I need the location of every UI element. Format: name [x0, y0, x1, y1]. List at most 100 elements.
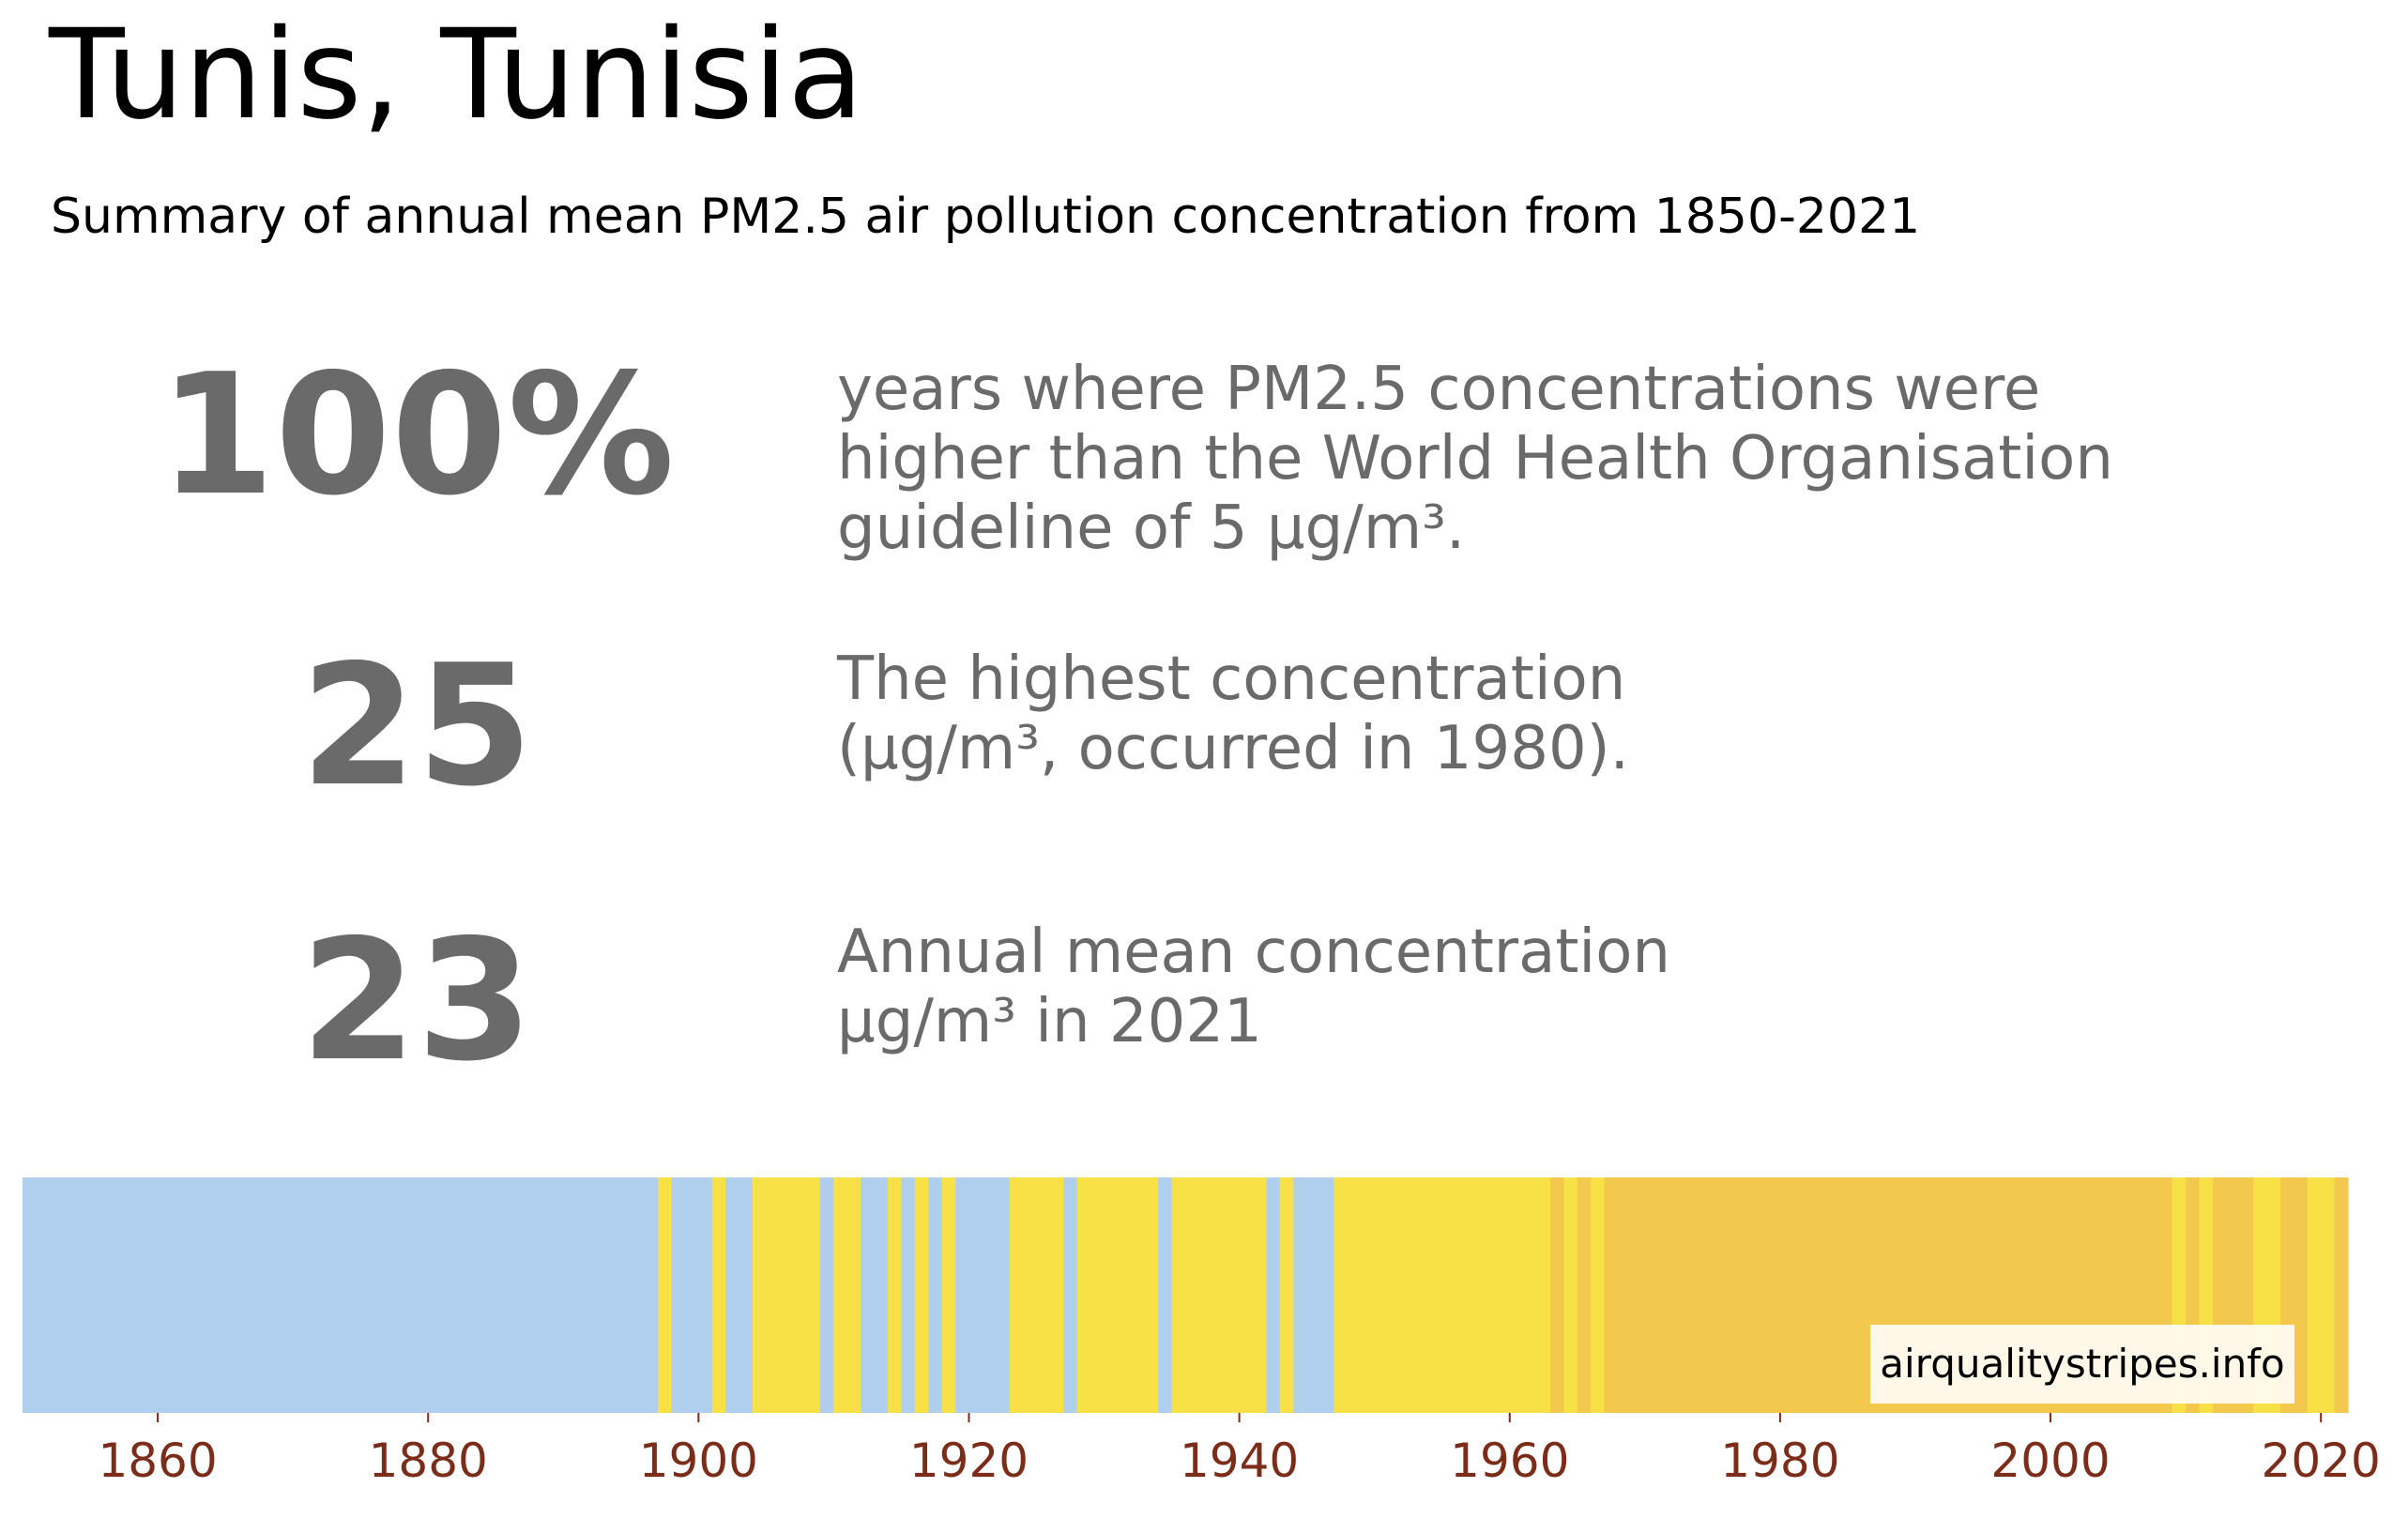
stripe-1980: [1779, 1177, 1794, 1413]
stripe-1974: [1699, 1177, 1714, 1413]
stripe-1874: [346, 1177, 361, 1413]
stripe-1861: [171, 1177, 186, 1413]
stripe-1945: [1306, 1177, 1321, 1413]
stripe-1867: [251, 1177, 267, 1413]
x-tick-label-1920: 1920: [909, 1434, 1029, 1488]
stat-highest-description: The highest concentration (µg/m³, occurr…: [837, 645, 1629, 783]
stripe-1859: [144, 1177, 159, 1413]
stripe-1951: [1388, 1177, 1403, 1413]
stripe-1918: [941, 1177, 956, 1413]
stripe-1981: [1793, 1177, 1808, 1413]
stripe-1902: [725, 1177, 740, 1413]
stripe-1903: [739, 1177, 754, 1413]
stripe-1889: [549, 1177, 564, 1413]
stripe-1952: [1401, 1177, 1416, 1413]
stripe-1866: [238, 1177, 253, 1413]
x-tick-label-1960: 1960: [1450, 1434, 1569, 1488]
stripe-1939: [1226, 1177, 1241, 1413]
stripe-1979: [1766, 1177, 1781, 1413]
stripe-1942: [1266, 1177, 1281, 1413]
stripe-1904: [752, 1177, 767, 1413]
stripe-1915: [901, 1177, 916, 1413]
stripe-1875: [360, 1177, 375, 1413]
x-tick-label-1980: 1980: [1720, 1434, 1839, 1488]
stripe-1928: [1076, 1177, 1091, 1413]
stripe-1871: [306, 1177, 321, 1413]
stripe-1909: [820, 1177, 835, 1413]
credit-text: airqualitystripes.info: [1880, 1341, 2284, 1387]
stripe-1908: [806, 1177, 821, 1413]
stripe-1854: [76, 1177, 91, 1413]
stripe-1852: [49, 1177, 64, 1413]
stripe-1890: [563, 1177, 578, 1413]
stripe-1897: [658, 1177, 673, 1413]
stripe-1953: [1414, 1177, 1429, 1413]
stripe-1850: [23, 1177, 38, 1413]
stripe-1898: [671, 1177, 686, 1413]
page-title: Tunis, Tunisia: [49, 3, 864, 147]
x-tick-label-1880: 1880: [369, 1434, 488, 1488]
stripe-1886: [509, 1177, 524, 1413]
stripe-1933: [1144, 1177, 1159, 1413]
stripe-1925: [1036, 1177, 1051, 1413]
stripe-1912: [861, 1177, 876, 1413]
stripe-1899: [684, 1177, 699, 1413]
stripe-1965: [1577, 1177, 1592, 1413]
stripe-1887: [523, 1177, 538, 1413]
stripe-1914: [888, 1177, 903, 1413]
stripe-1964: [1563, 1177, 1578, 1413]
stat-percent-value: 100%: [159, 338, 675, 532]
stripe-1901: [711, 1177, 726, 1413]
stripe-1892: [590, 1177, 605, 1413]
stripe-1864: [211, 1177, 226, 1413]
stripe-1947: [1334, 1177, 1349, 1413]
stripe-1905: [766, 1177, 781, 1413]
credit-box: [1870, 1325, 2294, 1404]
stripe-1919: [955, 1177, 970, 1413]
stripe-1931: [1117, 1177, 1132, 1413]
stripe-1960: [1509, 1177, 1524, 1413]
stripe-1949: [1361, 1177, 1376, 1413]
stripe-2021: [2334, 1177, 2349, 1413]
stripe-1962: [1536, 1177, 1551, 1413]
stripe-1985: [1847, 1177, 1862, 1413]
stripe-1957: [1469, 1177, 1484, 1413]
x-tick-label-2020: 2020: [2262, 1434, 2381, 1488]
stripe-1932: [1131, 1177, 1146, 1413]
stripe-1880: [428, 1177, 443, 1413]
stripe-1970: [1644, 1177, 1659, 1413]
stripe-1938: [1212, 1177, 1227, 1413]
stripe-1972: [1671, 1177, 1686, 1413]
stripe-1944: [1293, 1177, 1308, 1413]
stripe-1910: [833, 1177, 848, 1413]
stripe-1900: [698, 1177, 713, 1413]
stripe-1966: [1591, 1177, 1606, 1413]
stripe-1968: [1618, 1177, 1633, 1413]
stripe-1971: [1658, 1177, 1673, 1413]
stripe-1896: [644, 1177, 659, 1413]
stripe-1921: [982, 1177, 997, 1413]
stripe-1862: [184, 1177, 199, 1413]
stripe-1891: [576, 1177, 591, 1413]
stripe-2020: [2321, 1177, 2336, 1413]
stripe-1927: [1063, 1177, 1078, 1413]
stripe-1959: [1496, 1177, 1511, 1413]
stripe-1881: [441, 1177, 456, 1413]
stripe-1936: [1185, 1177, 1200, 1413]
stripe-1958: [1482, 1177, 1497, 1413]
stripe-1906: [779, 1177, 794, 1413]
stripe-1943: [1279, 1177, 1294, 1413]
stripe-1978: [1753, 1177, 1768, 1413]
stat-highest-value: 25: [300, 629, 533, 823]
stripe-1893: [603, 1177, 618, 1413]
stripe-2018: [2294, 1177, 2309, 1413]
stripe-1872: [319, 1177, 334, 1413]
stripe-1911: [846, 1177, 861, 1413]
stripe-1926: [1049, 1177, 1064, 1413]
stripe-1860: [158, 1177, 173, 1413]
stripe-1956: [1455, 1177, 1471, 1413]
stripe-1895: [631, 1177, 646, 1413]
stripe-1917: [928, 1177, 943, 1413]
stripe-1955: [1441, 1177, 1456, 1413]
stripe-1929: [1090, 1177, 1105, 1413]
